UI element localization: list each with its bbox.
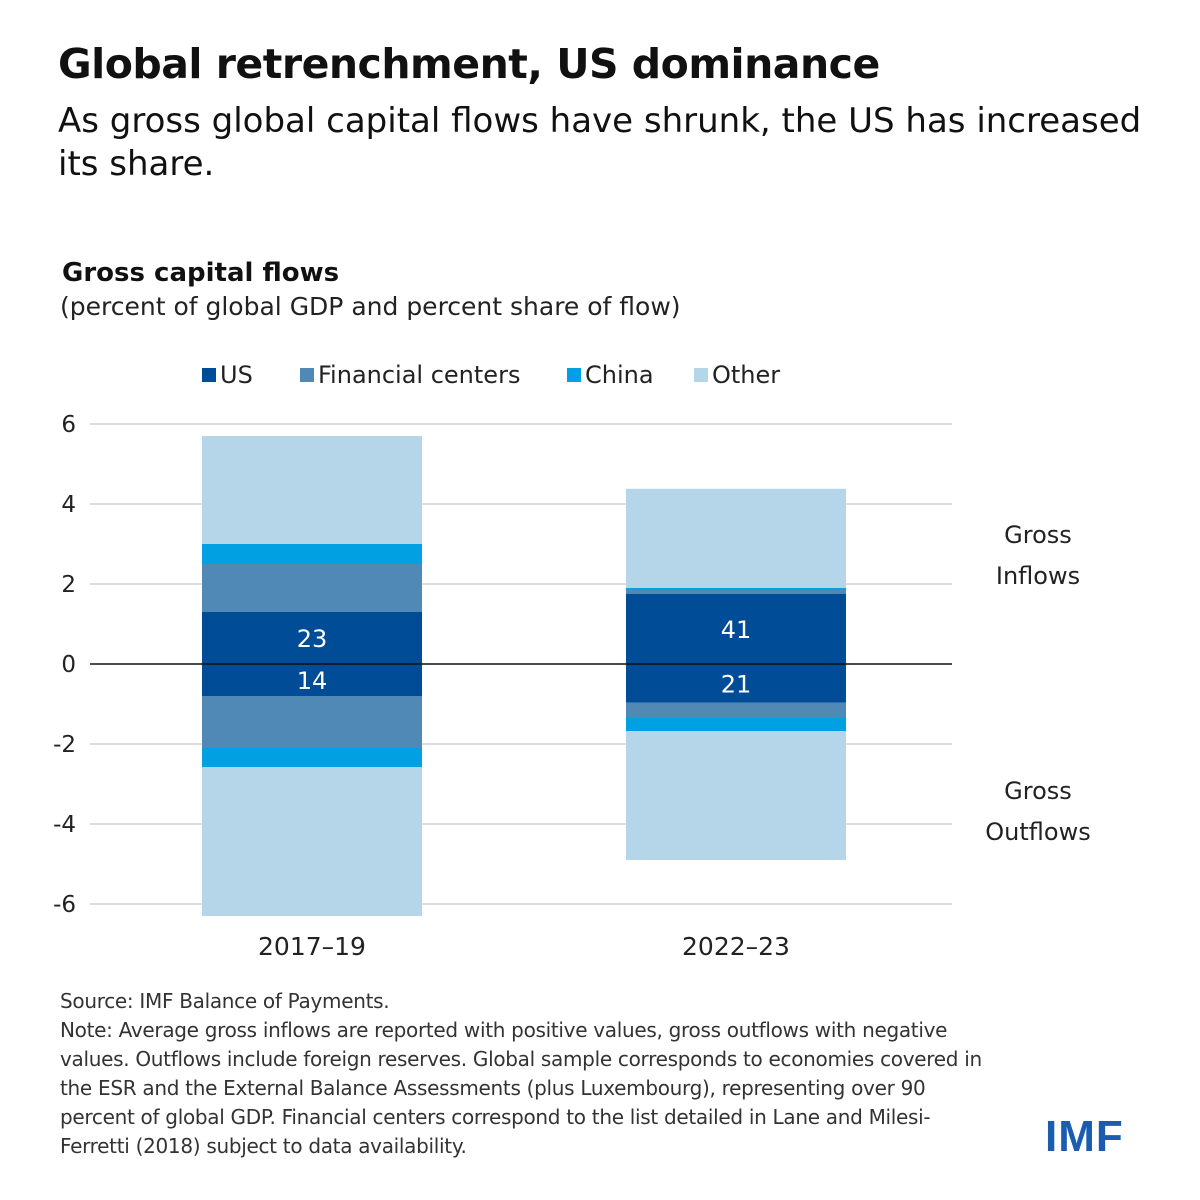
bar-segment-inflow <box>202 436 422 544</box>
bar-segment-outflow <box>626 664 846 703</box>
source-text: Source: IMF Balance of Payments. <box>60 989 390 1013</box>
us-share-inflow-label: 41 <box>721 616 752 644</box>
y-tick-label: 4 <box>61 492 76 518</box>
legend-label-other: Other <box>712 361 780 389</box>
legend-label-us: US <box>220 361 253 389</box>
outflows-annotation: Outflows <box>985 818 1090 846</box>
y-tick-label: 2 <box>61 572 76 598</box>
outflows-annotation: Gross <box>1004 777 1072 805</box>
inflows-annotation: Inflows <box>996 562 1080 590</box>
inflows-annotation: Gross <box>1004 521 1072 549</box>
bar-segment-outflow <box>626 702 846 718</box>
imf-logo: IMF <box>1045 1112 1124 1161</box>
bar-segment-inflow <box>626 588 846 590</box>
bar-segment-outflow <box>202 664 422 696</box>
bar-segment-inflow <box>202 612 422 664</box>
bar-segment-inflow <box>202 544 422 564</box>
bar-segment-outflow <box>202 767 422 916</box>
bar-segment-inflow <box>626 590 846 594</box>
x-tick-label: 2022–23 <box>682 932 790 961</box>
bar-segment-inflow <box>626 594 846 664</box>
page-title: Global retrenchment, US dominance <box>58 40 880 88</box>
bar-chart: 6 4 2 0 -2 -4 -6 US Financial centers China Other 2… <box>53 361 1091 961</box>
y-tick-label: 6 <box>61 412 76 438</box>
y-tick-label: -6 <box>53 892 76 918</box>
legend-label-financial-centers: Financial centers <box>318 361 520 389</box>
bar-segment-outflow <box>626 718 846 732</box>
bar-segment-inflow <box>202 564 422 612</box>
bar-segment-outflow <box>202 748 422 768</box>
y-tick-label: -2 <box>53 732 76 758</box>
chart-title: Gross capital flows <box>62 258 340 288</box>
y-tick-label: 0 <box>61 652 76 678</box>
bar-segment-outflow <box>626 731 846 860</box>
chart-subtitle: (percent of global GDP and percent share… <box>60 292 681 321</box>
us-share-outflow-label: 21 <box>721 670 752 698</box>
chart-notes: Source: IMF Balance of Payments. Note: A… <box>60 987 990 1161</box>
legend-swatch <box>202 368 216 382</box>
page-subtitle: As gross global capital flows have shrun… <box>58 101 1142 184</box>
legend-swatch <box>694 368 708 382</box>
y-tick-label: -4 <box>53 812 76 838</box>
legend-swatch <box>300 368 314 382</box>
bar-segment-outflow <box>202 696 422 748</box>
us-share-outflow-label: 14 <box>297 667 328 695</box>
legend-swatch <box>567 368 581 382</box>
us-share-inflow-label: 23 <box>297 625 328 653</box>
bar-segment-inflow <box>626 488 846 588</box>
legend-label-china: China <box>585 361 654 389</box>
x-tick-label: 2017–19 <box>258 932 366 961</box>
note-text: Note: Average gross inflows are reported… <box>60 1018 982 1158</box>
